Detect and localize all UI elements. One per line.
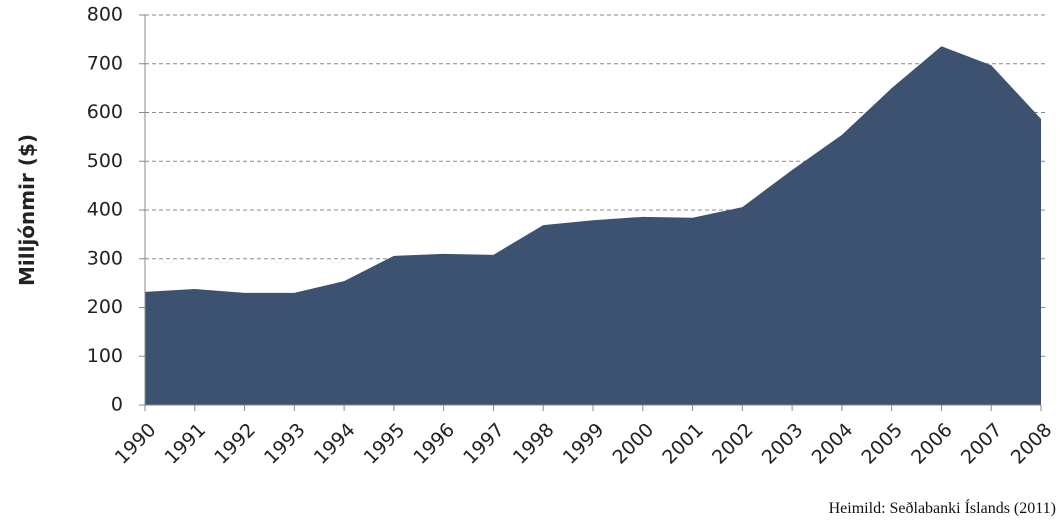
x-tick-label: 1998 (509, 419, 559, 469)
y-tick-label: 300 (87, 247, 123, 269)
x-tick-label: 1996 (409, 419, 459, 469)
x-tick-label: 1991 (160, 419, 210, 469)
area (145, 46, 1041, 405)
x-tick-label: 2001 (658, 419, 708, 469)
y-tick-label: 600 (87, 101, 123, 123)
x-tick-label: 2005 (857, 419, 907, 469)
x-tick-label: 2000 (608, 419, 658, 469)
x-tick-label: 2002 (708, 419, 758, 469)
source-note: Heimild: Seðlabanki Íslands (2011) (829, 498, 1056, 517)
x-tick-label: 1995 (360, 419, 410, 469)
y-tick-label: 700 (87, 52, 123, 74)
x-tick-label: 1993 (260, 419, 310, 469)
y-tick-label: 500 (87, 150, 123, 172)
x-tick-label: 1990 (111, 419, 161, 469)
x-tick-label: 2006 (907, 419, 957, 469)
x-tick-label: 2004 (808, 419, 858, 469)
x-tick-label: 1994 (310, 419, 360, 469)
y-tick-label: 0 (111, 394, 123, 416)
x-tick-label: 1999 (559, 419, 609, 469)
y-tick-label: 400 (87, 199, 123, 221)
x-tick-label: 2003 (758, 419, 808, 469)
x-tick-label: 2008 (1007, 419, 1057, 469)
y-tick-label: 800 (87, 4, 123, 26)
x-tick-label: 1997 (459, 419, 509, 469)
y-tick-label: 100 (87, 345, 123, 367)
y-axis-title: Milljónmir ($) (15, 134, 39, 286)
y-tick-label: 200 (87, 296, 123, 318)
x-tick-label: 1992 (210, 419, 260, 469)
x-tick-label: 2007 (957, 419, 1007, 469)
